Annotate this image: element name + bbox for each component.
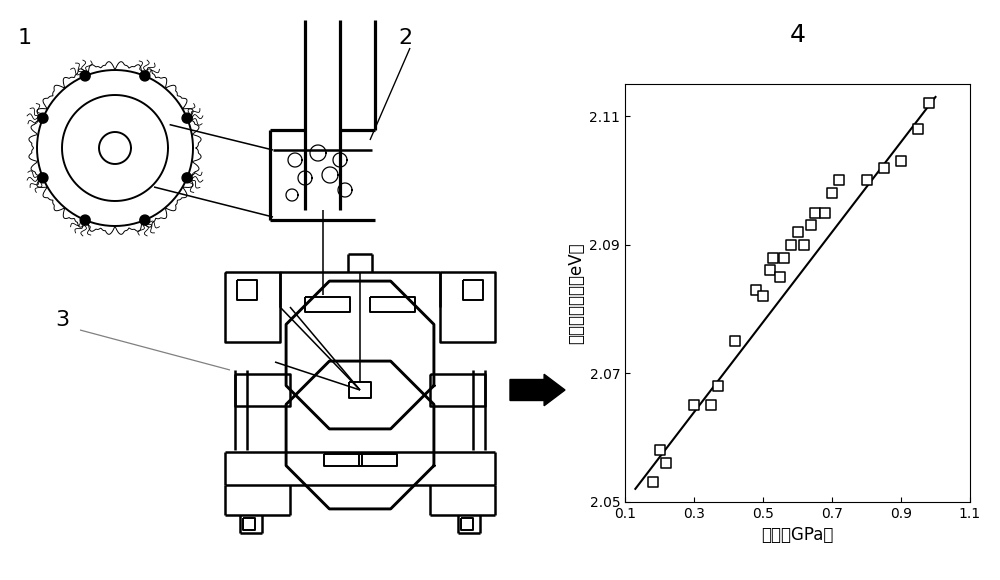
Point [748,285,764,294]
Text: 2: 2 [398,28,412,48]
Point [831,176,847,185]
Point [652,445,668,455]
Text: 4: 4 [790,23,806,46]
Point [776,253,792,262]
Point [727,336,743,346]
Point [790,227,806,237]
Circle shape [80,215,90,225]
Point [921,99,937,108]
Point [765,253,781,262]
Point [658,459,674,468]
Point [910,125,926,134]
Text: 1: 1 [18,28,32,48]
Text: 3: 3 [55,310,69,330]
Point [876,163,892,172]
Point [762,266,778,275]
Point [803,221,819,230]
Circle shape [38,173,48,183]
Point [783,240,799,249]
Circle shape [182,173,192,183]
Circle shape [80,71,90,81]
Point [772,272,788,281]
Circle shape [38,113,48,123]
Circle shape [140,71,150,81]
Point [893,157,909,166]
Point [755,292,771,301]
Point [817,208,833,218]
Point [710,382,726,391]
X-axis label: 压力（GPa）: 压力（GPa） [761,526,834,544]
FancyArrow shape [510,374,565,406]
Point [686,401,702,410]
Point [796,240,812,249]
Circle shape [140,215,150,225]
Point [807,208,823,218]
Point [824,188,840,198]
Point [645,478,661,487]
Circle shape [182,113,192,123]
Point [858,176,874,185]
Point [703,401,719,410]
Y-axis label: 光致发光强度（eV）: 光致发光强度（eV） [567,242,585,344]
